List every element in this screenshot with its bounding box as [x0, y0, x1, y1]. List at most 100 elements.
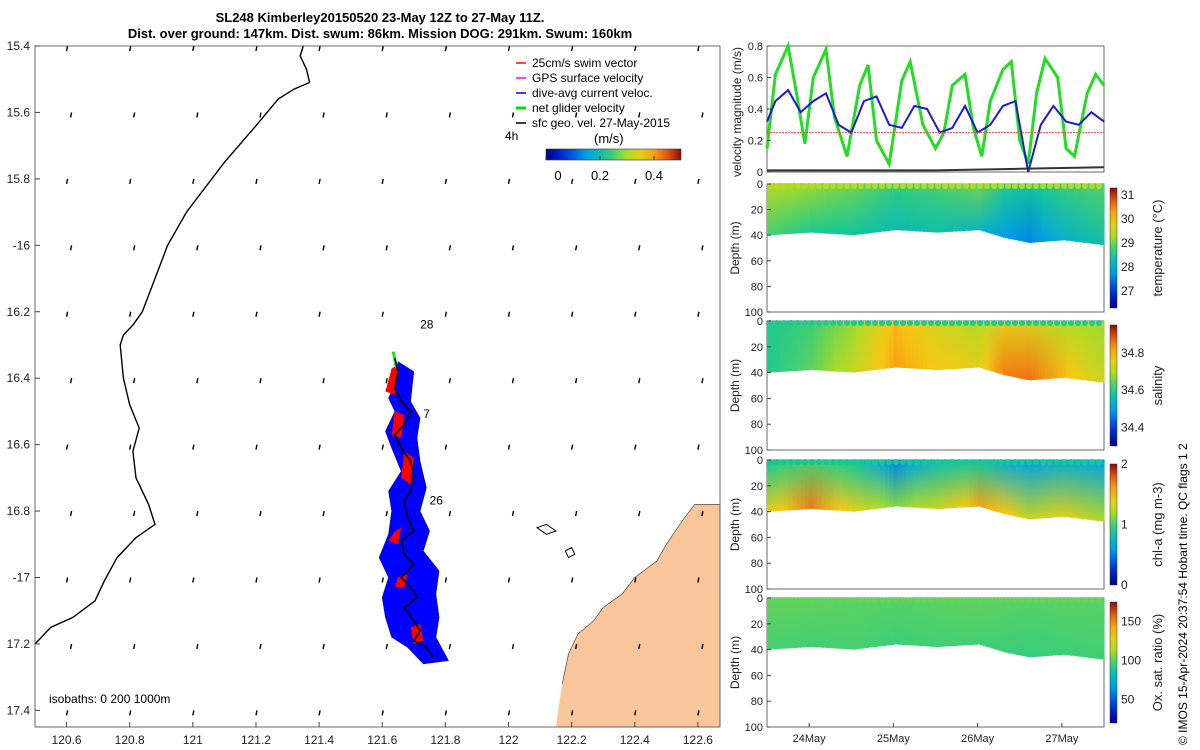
surface-sample: [949, 183, 955, 189]
surface-sample: [991, 183, 997, 189]
section-column: [1091, 460, 1097, 521]
surface-sample: [1061, 183, 1067, 189]
surface-sample: [802, 183, 808, 189]
section-column: [973, 321, 979, 368]
surface-sample: [949, 320, 955, 326]
surface-sample: [865, 459, 871, 465]
section-column: [1087, 184, 1092, 244]
section-column: [830, 460, 835, 511]
section-column: [1005, 321, 1009, 376]
credit-text: © IMOS 15-Apr-2024 20:37:54 Hobart time.…: [1176, 443, 1190, 745]
surface-sample: [1047, 183, 1053, 189]
surface-sample: [984, 320, 990, 326]
sfc-arrow: [129, 444, 132, 450]
surface-sample: [1033, 597, 1039, 603]
surface-sample: [914, 459, 920, 465]
section-column: [880, 184, 886, 232]
sfc-arrow: [129, 311, 132, 317]
y-tick-label: 40: [751, 507, 763, 519]
surface-sample: [1061, 320, 1067, 326]
section-column: [1091, 184, 1097, 244]
surface-sample: [1082, 320, 1088, 326]
surface-sample: [935, 597, 941, 603]
sfc-arrow: [192, 45, 195, 52]
section-column: [775, 184, 781, 235]
surface-sample: [949, 597, 955, 603]
x-tick-label: 122.2: [557, 733, 587, 747]
sfc-arrow: [69, 112, 73, 118]
surface-sample: [1068, 597, 1074, 603]
section-column: [889, 321, 894, 368]
section-column: [1051, 598, 1056, 656]
sfc-arrow: [196, 378, 199, 384]
sfc-arrow: [507, 577, 511, 583]
series-sfc-geo-vel-: [767, 166, 1105, 172]
section-column: [897, 321, 903, 368]
section-column: [842, 460, 848, 512]
legend-note: 4h: [505, 129, 518, 143]
sfc-arrow: [65, 45, 69, 52]
surface-sample: [865, 320, 871, 326]
section-column: [997, 321, 1001, 374]
y-tick-label: 0: [757, 179, 763, 191]
section-column: [834, 460, 840, 511]
section-column: [821, 460, 827, 510]
section-column: [783, 598, 789, 649]
section-column: [1015, 598, 1019, 655]
land-mass: [555, 504, 720, 727]
sfc-arrow: [381, 444, 384, 450]
surface-sample: [802, 459, 808, 465]
section-column: [995, 321, 999, 373]
section-column: [1038, 321, 1043, 380]
x-tick-label: 122.6: [683, 733, 713, 747]
section-column: [880, 598, 886, 646]
section-column: [992, 184, 996, 235]
section-column: [956, 460, 962, 508]
section-column: [813, 184, 819, 233]
series-dive-avg-current-veloc-: [766, 88, 1105, 173]
variable-label: salinity: [1150, 365, 1165, 405]
sfc-arrow: [318, 178, 321, 185]
y-tick-label: 20: [751, 205, 763, 217]
surface-sample: [1082, 459, 1088, 465]
sfc-arrow: [385, 643, 388, 650]
section-column: [1023, 184, 1027, 242]
surface-sample: [1033, 320, 1039, 326]
salinity-panel: 0 20 40 60 80 100 Depth (m) 34.4 34.6 34.8 salinit…: [728, 316, 1165, 457]
surface-sample: [1040, 320, 1046, 326]
section-column: [1038, 460, 1043, 519]
section-column: [834, 184, 840, 235]
coastline: [561, 504, 720, 684]
surface-sample: [970, 459, 976, 465]
y-tick-label: 60: [751, 532, 763, 544]
section-column: [914, 460, 920, 508]
chart-title-line1: SL248 Kimberley20150520 23-May 12Z to 27…: [215, 10, 545, 25]
section-column: [1008, 321, 1012, 377]
section-column: [939, 321, 945, 370]
surface-sample: [963, 597, 969, 603]
section-column: [985, 184, 989, 233]
sfc-arrow: [385, 112, 388, 118]
section-column: [956, 321, 962, 369]
surface-sample: [1075, 459, 1081, 465]
section-column: [1023, 460, 1027, 519]
section-column: [1091, 321, 1097, 382]
x-tick-label: 122: [498, 733, 518, 747]
section-column: [863, 598, 869, 649]
section-column: [1020, 460, 1024, 518]
section-column: [796, 321, 802, 371]
sfc-arrow: [322, 510, 325, 517]
surface-sample: [872, 597, 878, 603]
swim-vector-2: [401, 451, 414, 485]
section-column: [1055, 460, 1060, 518]
surface-sample: [823, 320, 829, 326]
colorbar-tick-label: 50: [1121, 693, 1135, 707]
surface-sample: [956, 320, 962, 326]
section-column: [918, 321, 924, 369]
y-tick-label: 0: [757, 455, 763, 467]
sfc-arrow: [65, 444, 69, 450]
sfc-arrow: [697, 311, 700, 317]
surface-sample: [774, 459, 780, 465]
surface-sample: [914, 183, 920, 189]
